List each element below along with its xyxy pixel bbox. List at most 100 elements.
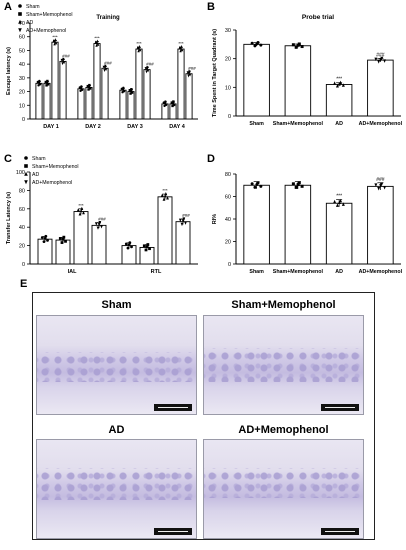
data-point	[78, 212, 82, 216]
data-point	[87, 88, 90, 91]
x-tick-label: Sham	[249, 269, 264, 275]
data-point	[187, 74, 190, 78]
data-point	[188, 70, 191, 74]
data-point	[163, 102, 167, 105]
data-point	[137, 49, 140, 53]
data-point	[172, 100, 175, 103]
data-point	[179, 49, 182, 53]
chart-b-svg: 0 10 20 30 Time Spent in Target Quadrant (s)…	[212, 14, 403, 127]
panel-label-b: B	[207, 1, 215, 13]
data-point	[79, 86, 83, 90]
data-point	[333, 199, 337, 204]
bar	[85, 87, 93, 120]
y-tick-label: 60	[19, 207, 25, 213]
chart-b: 0 10 20 30 Time Spent in Target Quadrant (s)…	[206, 0, 406, 145]
data-point	[294, 185, 298, 189]
y-tick-label: 0	[228, 262, 231, 268]
image-title-ad: AD	[108, 424, 125, 436]
data-point	[97, 223, 101, 227]
data-point	[172, 103, 176, 107]
data-point	[104, 64, 107, 68]
data-point	[126, 246, 130, 250]
data-point	[43, 236, 47, 240]
data-point	[341, 202, 345, 206]
data-point	[291, 182, 295, 186]
y-tick-label: 40	[19, 62, 25, 68]
data-point	[335, 203, 339, 207]
data-point	[300, 45, 304, 49]
data-point	[54, 41, 58, 45]
bar	[119, 89, 127, 120]
legend-marker	[18, 4, 22, 8]
x-tick-label: DAY 1	[43, 124, 59, 130]
y-tick-label: 20	[19, 244, 25, 250]
chart-a-svg: 0 10 20 30 40 50 60 70 Escape latency (s) *** ### D…	[6, 4, 198, 130]
data-point	[104, 68, 108, 71]
x-tick-label: Sham+Memophenol	[273, 121, 324, 127]
data-point	[163, 194, 167, 198]
bar	[175, 221, 191, 265]
data-point	[380, 182, 384, 186]
chart-a: 0 10 20 30 40 50 60 70 Escape latency (s) *** ### D…	[0, 0, 200, 145]
data-point	[160, 193, 164, 197]
data-point	[46, 239, 49, 242]
histology-image-sham-memophenol	[203, 315, 364, 415]
data-point	[86, 84, 90, 88]
histology-image-ad-memophenol	[203, 439, 364, 539]
data-point	[146, 66, 149, 69]
data-point	[98, 221, 102, 225]
data-point	[95, 41, 99, 45]
data-point	[61, 62, 64, 66]
bar	[284, 45, 312, 117]
bar	[243, 43, 270, 117]
data-point	[60, 241, 64, 244]
data-point	[146, 69, 150, 73]
data-point	[46, 83, 50, 86]
legend-label: Sham+Memophenol	[26, 12, 73, 18]
data-point	[145, 70, 148, 74]
data-point	[94, 40, 98, 44]
bar	[367, 185, 394, 265]
bar	[73, 211, 89, 265]
bar	[91, 224, 107, 265]
data-point	[383, 59, 387, 63]
x-tick-label: IAL	[68, 269, 78, 275]
legend-marker	[18, 28, 22, 33]
data-point	[103, 66, 107, 70]
y-axis-label: Transfer Latency (s)	[6, 192, 12, 244]
bar	[135, 48, 143, 120]
data-point	[184, 221, 187, 225]
data-point	[130, 91, 134, 94]
legend-label: Sham+Memophenol	[32, 164, 79, 170]
data-point	[166, 196, 169, 200]
significance-label: ###	[188, 66, 196, 71]
x-tick-label: Sham+Memophenol	[273, 269, 324, 275]
data-point	[100, 225, 103, 229]
data-point	[255, 183, 259, 187]
data-point	[187, 71, 191, 75]
data-point	[95, 43, 98, 47]
scale-bar	[321, 404, 359, 411]
y-tick-label: 50	[19, 48, 25, 54]
data-point	[253, 44, 257, 48]
y-tick-label: 10	[225, 85, 231, 91]
y-tick-label: 80	[19, 188, 25, 194]
legend-label: Sham	[32, 156, 46, 162]
data-point	[339, 198, 343, 203]
data-point	[54, 38, 57, 42]
data-point	[294, 45, 298, 49]
data-point	[178, 218, 182, 222]
data-point	[379, 184, 383, 188]
legend-marker	[24, 171, 28, 176]
significance-label: ###	[62, 53, 70, 58]
data-point	[171, 102, 175, 105]
data-point	[130, 245, 133, 249]
legend-label: AD	[32, 172, 39, 178]
y-tick-label: 30	[225, 28, 231, 34]
data-point	[96, 226, 100, 230]
data-point	[333, 81, 337, 85]
data-point	[138, 48, 142, 52]
chart-d: 0 20 40 60 80 RI% Sham Sham+Memophenol *** AD ### A…	[206, 152, 406, 282]
bar	[93, 43, 101, 120]
y-tick-label: 0	[22, 262, 25, 268]
